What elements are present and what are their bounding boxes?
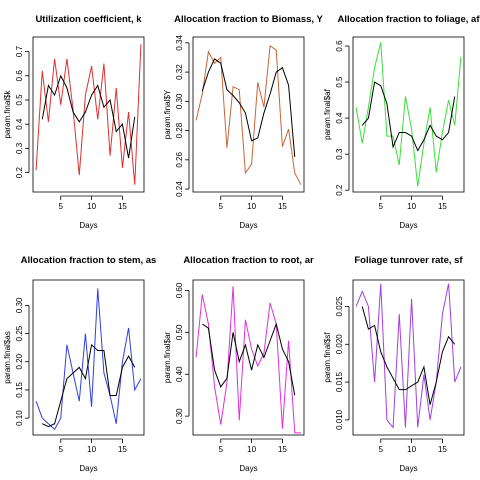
y-axis-label: param.final$af (323, 88, 332, 139)
y-axis-label: param.final$Y (163, 89, 172, 139)
panel-2: Allocation fraction to Biomass, Y 5 10 15 0.… (163, 14, 324, 230)
series-line-daily (195, 44, 302, 185)
y-tick-label: 0.25 (15, 325, 24, 341)
y-tick-label: 0.5 (335, 76, 344, 88)
x-tick-label: 15 (438, 202, 447, 211)
panel-3: Allocation fraction to foliage, af 5 10 15 0… (323, 14, 480, 230)
series-line-daily (35, 44, 142, 185)
y-tick-label: 0.34 (175, 35, 184, 51)
x-axis-label: Days (399, 464, 417, 473)
y-tick-label: 0.015 (335, 372, 344, 393)
y-tick-label: 0.60 (175, 282, 184, 298)
y-tick-label: 0.3 (335, 148, 344, 160)
x-tick-label: 10 (247, 445, 256, 454)
y-tick-label: 0.010 (335, 409, 344, 430)
y-tick-label: 0.30 (175, 93, 184, 109)
chart-title: Utilization coefficient, k (35, 14, 142, 25)
x-tick-label: 5 (219, 202, 224, 211)
plot-frame (32, 36, 145, 193)
y-tick-label: 0.24 (175, 181, 184, 197)
x-axis-label: Days (79, 221, 97, 230)
y-tick-label: 0.3 (15, 142, 24, 154)
y-tick-label: 0.30 (175, 408, 184, 424)
y-tick-label: 0.6 (335, 40, 344, 52)
panel-1: Utilization coefficient, k 5 10 15 0.2 0.3 0.4… (3, 14, 145, 230)
panel-4: Allocation fraction to stem, as 5 10 15 0.10… (3, 255, 156, 473)
x-tick-label: 5 (379, 445, 384, 454)
series-line-smoothed (41, 74, 136, 159)
y-tick-label: 0.4 (15, 118, 24, 130)
x-tick-label: 10 (407, 445, 416, 454)
plot-frame (352, 279, 465, 436)
y-axis-label: param.final$ar (163, 332, 172, 383)
x-axis-label: Days (399, 221, 417, 230)
series-line-daily (355, 42, 462, 187)
series-line-smoothed (361, 81, 456, 152)
y-tick-label: 0.4 (335, 112, 344, 124)
panel-5: Allocation fraction to root, ar 5 10 15 0.30… (163, 255, 314, 473)
y-tick-label: 0.7 (15, 45, 24, 57)
y-tick-label: 0.2 (335, 184, 344, 196)
series-line-smoothed (361, 306, 456, 405)
panel-6: Foliage tunrover rate, sf 5 10 15 0.010 0.015… (323, 255, 465, 473)
y-axis-label: param.final$k (3, 89, 12, 138)
series-line-daily (35, 288, 142, 431)
y-tick-label: 0.10 (15, 410, 24, 426)
chart-title: Allocation fraction to Biomass, Y (174, 14, 323, 25)
y-tick-label: 0.5 (15, 94, 24, 106)
series-line-daily (195, 286, 301, 434)
plot-frame (192, 279, 305, 436)
series-line-smoothed (201, 322, 296, 396)
y-tick-label: 0.025 (335, 296, 344, 317)
y-tick-label: 0.020 (335, 334, 344, 355)
x-tick-label: 5 (59, 202, 64, 211)
y-axis-label: param.final$sf (323, 332, 332, 383)
x-tick-label: 5 (379, 202, 384, 211)
x-tick-label: 15 (278, 202, 287, 211)
x-tick-label: 15 (278, 445, 287, 454)
y-tick-label: 0.50 (175, 324, 184, 340)
plot-frame (192, 36, 305, 193)
x-tick-label: 10 (247, 202, 256, 211)
x-tick-label: 10 (407, 202, 416, 211)
y-tick-label: 0.40 (175, 366, 184, 382)
y-tick-label: 0.32 (175, 64, 184, 80)
x-tick-label: 15 (118, 202, 127, 211)
chart-title: Allocation fraction to root, ar (183, 255, 314, 266)
plot-frame (352, 36, 465, 193)
chart-title: Allocation fraction to foliage, af (338, 14, 480, 25)
x-tick-label: 5 (59, 445, 64, 454)
plot-frame (32, 279, 145, 436)
series-line-smoothed (42, 343, 136, 428)
x-axis-label: Days (239, 464, 257, 473)
y-tick-label: 0.15 (15, 382, 24, 398)
series-line-daily (355, 283, 462, 429)
series-line-smoothed (201, 58, 296, 157)
y-tick-label: 0.30 (15, 297, 24, 313)
x-tick-label: 10 (87, 445, 96, 454)
chart-title: Foliage tunrover rate, sf (354, 255, 463, 266)
y-axis-label: param.final$as (3, 331, 12, 383)
x-axis-label: Days (239, 221, 257, 230)
x-tick-label: 10 (87, 202, 96, 211)
x-tick-label: 15 (118, 445, 127, 454)
y-tick-label: 0.2 (15, 167, 24, 179)
y-tick-label: 0.26 (175, 151, 184, 167)
x-tick-label: 15 (438, 445, 447, 454)
y-tick-label: 0.28 (175, 122, 184, 138)
x-tick-label: 5 (219, 445, 224, 454)
y-tick-label: 0.6 (15, 70, 24, 82)
y-tick-label: 0.20 (15, 353, 24, 369)
chart-title: Allocation fraction to stem, as (21, 255, 157, 266)
x-axis-label: Days (79, 464, 97, 473)
